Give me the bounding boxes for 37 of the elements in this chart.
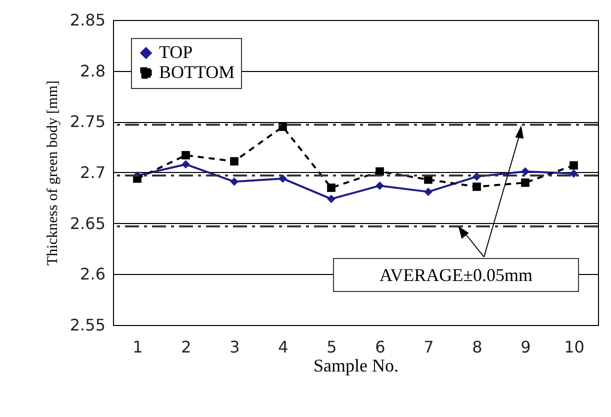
point [327,184,336,192]
x-tick-label: 6 [375,338,386,356]
point [521,178,530,187]
x-tick-label: 5 [326,338,337,356]
x-axis-title: Sample No. [314,356,398,376]
y-tick-label: 2.85 [70,10,106,30]
x-tick-label: 9 [520,338,531,356]
point [376,182,384,190]
y-tick-label: 2.8 [80,61,106,80]
text-box: AVERAGE±0.05mm [333,258,579,292]
y-tick-label: 2.6 [80,264,106,284]
y-tick-label: 2.7 [80,163,106,182]
y-tick-label: 2.55 [70,316,106,334]
point [182,160,190,169]
point [472,182,481,191]
y-tick-label: 2.65 [70,214,106,233]
point [278,122,287,131]
x-tick-label: 1 [132,338,143,356]
y-axis-title: Thickness of green body [mm] [44,80,61,266]
x-tick-label: 8 [472,338,482,356]
point [182,151,190,160]
x-tick-label: 10 [564,338,584,356]
legend-label: TOP [159,42,193,62]
point [230,157,238,166]
x-tick-label: 4 [278,338,288,356]
x-tick-label: 2 [181,338,192,356]
point [570,169,578,178]
x-tick-label: 3 [230,338,240,356]
y-tick-label: 2.75 [70,112,106,132]
point [230,177,238,186]
point [570,161,578,170]
point [278,174,287,183]
point [521,167,530,176]
point [327,194,336,204]
point [424,188,432,196]
x-tick-label: 7 [424,338,434,356]
legend-label: BOTTOM [159,62,235,82]
